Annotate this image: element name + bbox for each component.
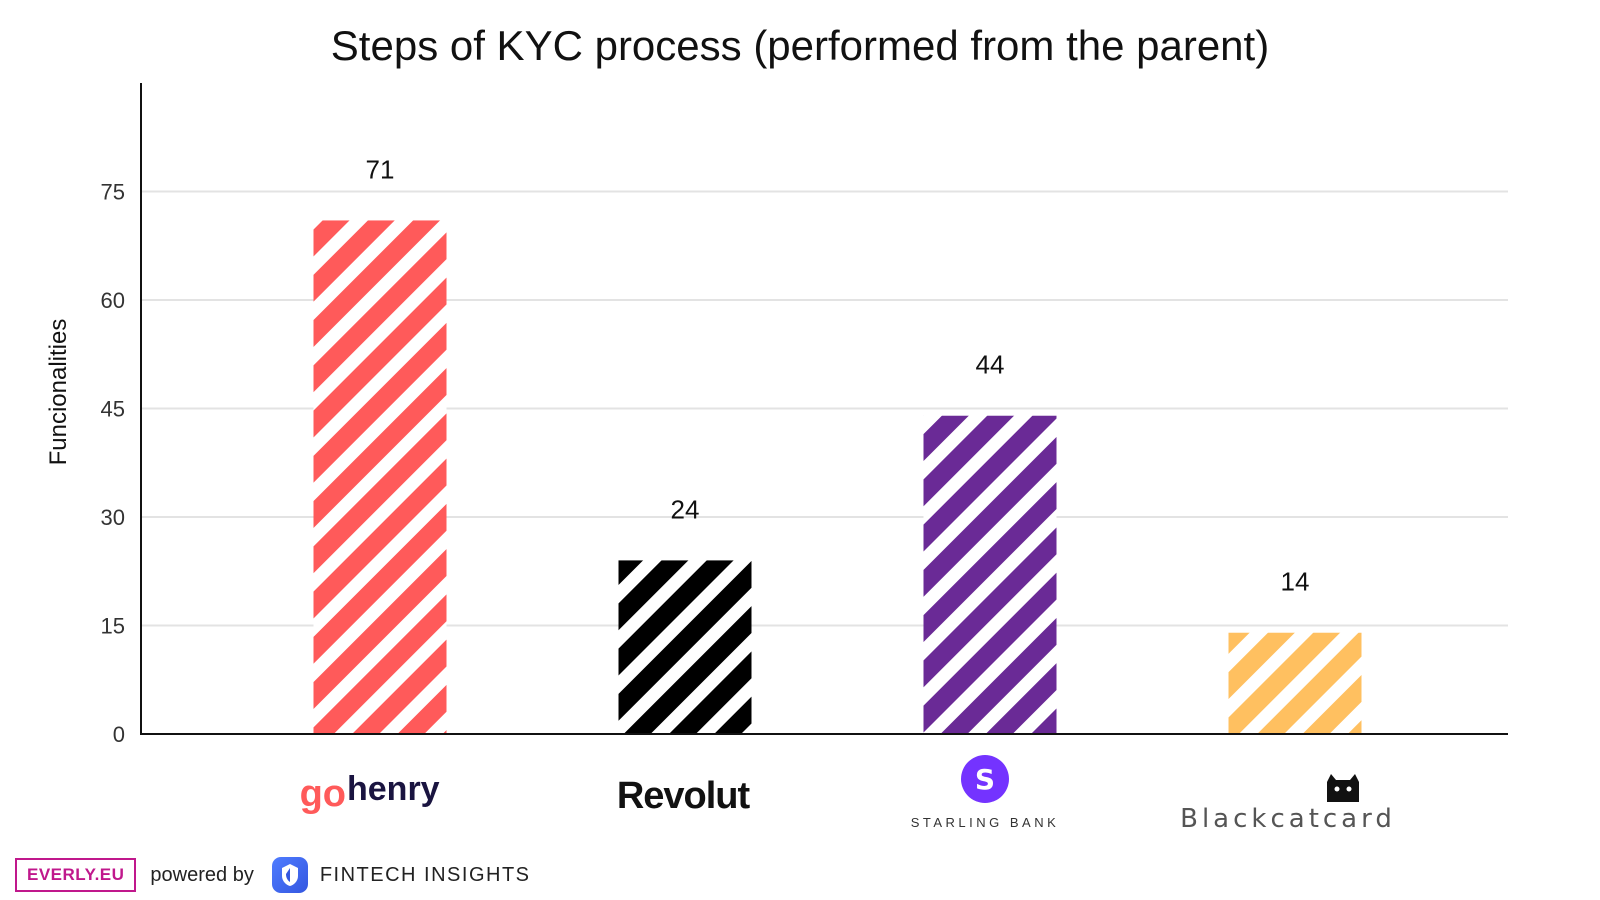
gohenry-logo-henry: henry [347,770,440,808]
bar-gohenry [313,220,447,734]
footer: EVERLY.EU powered by FINTECH INSIGHTS [15,857,531,893]
blackcatcard-logo: Blackcatcard [1180,774,1396,834]
everly-logo[interactable]: EVERLY.EU [15,858,137,892]
revolut-logo: Revolut [617,775,751,817]
y-tick-label: 30 [101,505,125,530]
cat-icon [1327,774,1359,802]
powered-by-text: powered by [150,863,254,886]
bars [313,220,1362,734]
gohenry-logo-go: go [300,773,346,815]
data-label: 24 [671,494,700,524]
y-axis-label: Funcionalities [45,319,72,466]
data-labels: 71 24 44 14 [366,154,1310,596]
fintech-shield-icon [281,864,298,886]
y-tick-label: 0 [113,722,125,747]
fintech-insights-logo-text[interactable]: FINTECH INSIGHTS [319,863,531,886]
bar-blackcatcard [1228,632,1362,734]
data-label: 44 [976,350,1005,380]
y-tick-label: 60 [101,288,125,313]
y-tick-label: 15 [101,614,125,639]
bar-starling-bank [923,415,1057,734]
starling-bank-logo: S STARLING BANK [911,755,1060,830]
starling-s-glyph: S [975,763,995,796]
y-tick-label: 75 [101,180,125,205]
gohenry-logo: go henry [300,770,440,815]
starling-s-icon [961,755,1009,803]
starling-bank-label: STARLING BANK [911,815,1060,830]
y-tick-label: 45 [101,397,125,422]
chart-title: Steps of KYC process (performed from the… [331,22,1269,69]
data-label: 71 [366,154,395,184]
fintech-insights-icon [271,857,308,893]
blackcatcard-label: Blackcatcard [1180,804,1396,834]
y-tick-labels: 0 15 30 45 60 75 [101,180,125,748]
bar-revolut [618,560,752,734]
data-label: 14 [1281,567,1310,597]
